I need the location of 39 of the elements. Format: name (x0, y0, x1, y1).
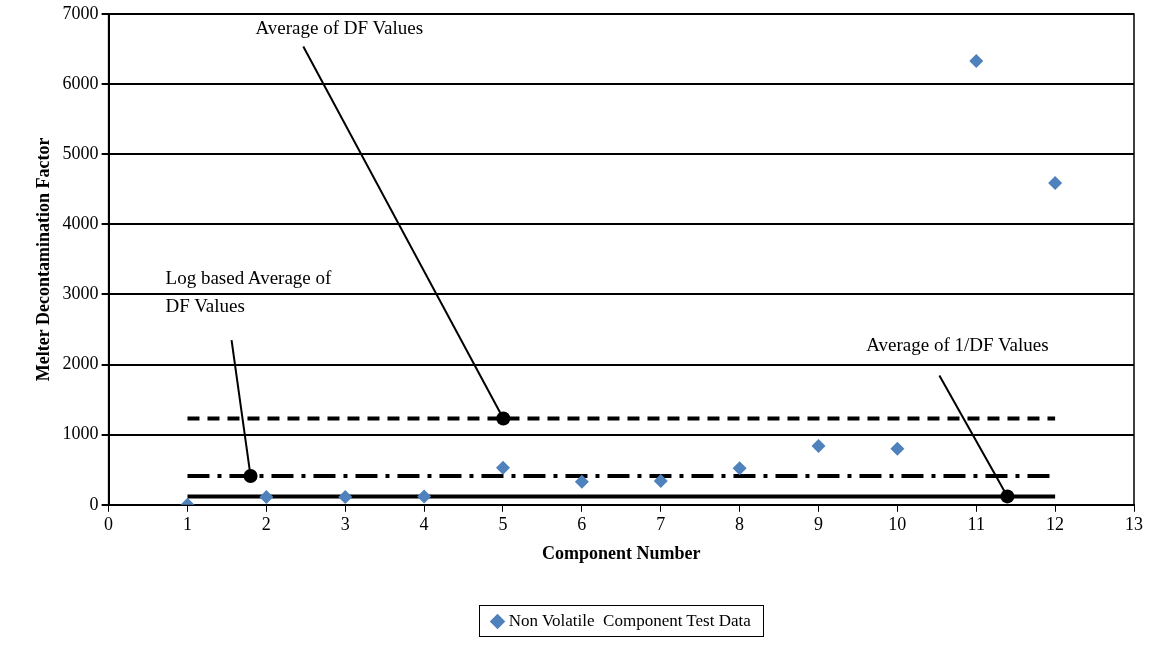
point (732, 461, 747, 476)
x-tick-label: 6 (577, 514, 587, 535)
y-tick-label: 5000 (62, 142, 99, 163)
y-tick-label: 7000 (62, 2, 99, 23)
point (653, 473, 668, 488)
x-tick-label: 0 (104, 514, 114, 535)
point (1048, 175, 1063, 190)
x-tick-label: 13 (1125, 514, 1143, 535)
point (574, 474, 589, 489)
point (259, 490, 274, 505)
ref-line-label: Log based Average of DF Values (165, 267, 333, 317)
x-tick-label: 10 (888, 514, 907, 535)
x-tick-label: 12 (1046, 514, 1065, 535)
ref-line-label: Average of DF Values (255, 16, 424, 38)
y-axis-title: Melter Decontamination Factor (33, 137, 54, 382)
point (338, 490, 353, 505)
legend-label: Non Volatile Component Test Data (508, 611, 751, 631)
x-tick-label: 2 (261, 514, 271, 535)
x-axis-title: Component Number (542, 542, 701, 563)
x-tick-label: 5 (498, 514, 508, 535)
point (811, 438, 826, 453)
point (495, 460, 510, 475)
y-tick-label: 3000 (62, 283, 99, 304)
y-tick-label: 1000 (62, 423, 99, 444)
point (417, 489, 432, 504)
x-tick-label: 8 (735, 514, 745, 535)
x-tick-label: 3 (340, 514, 350, 535)
y-tick-label: 4000 (62, 213, 99, 234)
y-tick-label: 6000 (62, 72, 99, 93)
x-tick-label: 9 (813, 514, 823, 535)
x-tick-label: 7 (656, 514, 666, 535)
point (969, 53, 984, 68)
point (890, 441, 905, 456)
y-tick-label: 2000 (62, 353, 99, 374)
x-tick-label: 11 (967, 514, 985, 535)
x-tick-label: 4 (419, 514, 429, 535)
ref-line-label: Average of 1/DF Values (866, 334, 1049, 356)
y-tick-label: 0 (89, 493, 99, 514)
x-tick-label: 1 (182, 514, 192, 535)
